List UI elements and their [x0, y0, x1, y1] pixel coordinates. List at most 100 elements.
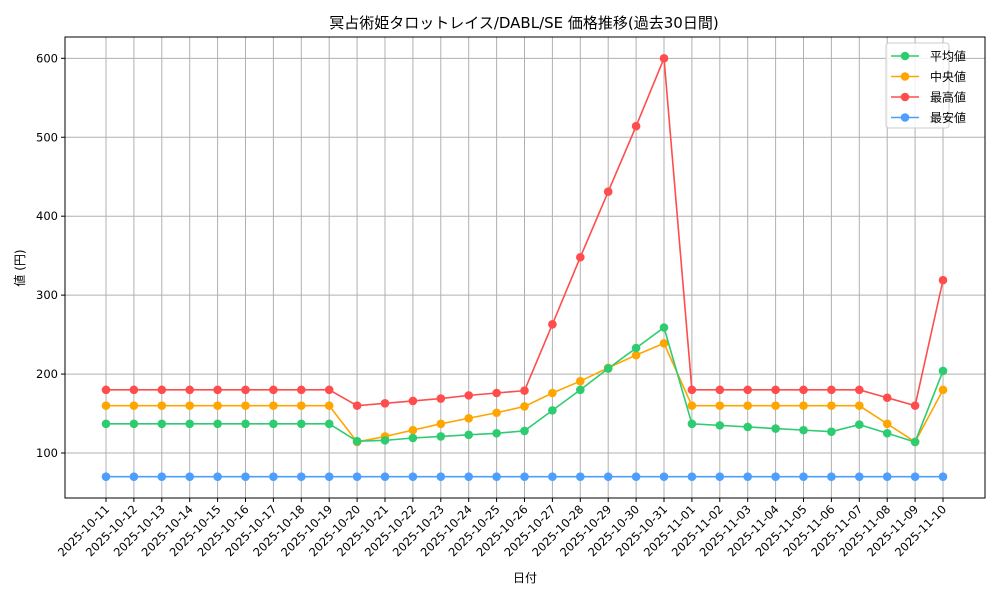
- data-point: [576, 385, 585, 395]
- series-line: [101, 472, 948, 481]
- data-point: [157, 472, 167, 481]
- data-point: [715, 421, 725, 430]
- legend-label: 中央値: [930, 69, 966, 84]
- data-point: [743, 385, 752, 395]
- data-point: [771, 385, 780, 395]
- data-point: [938, 275, 948, 285]
- data-point: [576, 252, 585, 262]
- legend-marker-icon: [900, 72, 910, 81]
- y-axis-label: 値 (円): [12, 249, 27, 286]
- data-point: [408, 433, 418, 443]
- data-point: [687, 385, 697, 395]
- data-point: [241, 472, 250, 481]
- data-point: [492, 388, 501, 398]
- data-point: [715, 472, 725, 481]
- y-tick-label: 600: [36, 51, 58, 65]
- data-point: [324, 419, 334, 429]
- data-point: [659, 323, 669, 332]
- data-point: [882, 393, 892, 403]
- data-point: [352, 472, 362, 481]
- legend-label: 平均値: [930, 49, 966, 64]
- data-point: [297, 401, 306, 410]
- data-point: [882, 472, 892, 481]
- data-point: [464, 430, 474, 440]
- data-point: [743, 401, 752, 410]
- data-point: [492, 428, 501, 438]
- data-point: [548, 388, 557, 398]
- data-point: [548, 472, 557, 481]
- data-point: [213, 385, 222, 395]
- data-point: [576, 376, 585, 386]
- series-line: [101, 323, 948, 447]
- legend-label: 最高値: [930, 90, 966, 105]
- data-point: [855, 472, 864, 481]
- data-point: [855, 401, 864, 410]
- y-tick-label: 300: [36, 288, 58, 302]
- data-point: [129, 419, 139, 429]
- data-point: [492, 472, 501, 481]
- data-point: [269, 472, 278, 481]
- legend-marker-icon: [900, 92, 910, 102]
- data-point: [157, 401, 167, 410]
- data-point: [213, 401, 222, 410]
- data-point: [129, 472, 139, 481]
- data-point: [269, 401, 278, 410]
- data-point: [436, 432, 446, 441]
- data-point: [631, 343, 641, 353]
- data-point: [408, 425, 418, 435]
- data-point: [101, 472, 111, 481]
- data-point: [380, 398, 390, 408]
- data-point: [129, 385, 139, 395]
- legend-item: 最安値: [891, 110, 966, 125]
- data-point: [576, 472, 585, 481]
- data-point: [436, 394, 446, 403]
- data-point: [520, 472, 529, 481]
- data-point: [799, 385, 808, 395]
- data-point: [659, 472, 669, 481]
- data-point: [185, 401, 194, 410]
- legend-item: 中央値: [891, 69, 966, 84]
- data-point: [157, 419, 167, 429]
- data-point: [603, 187, 613, 197]
- data-point: [269, 419, 278, 429]
- data-point: [520, 402, 529, 411]
- data-point: [910, 401, 920, 410]
- data-point: [715, 401, 725, 410]
- data-point: [659, 338, 669, 348]
- data-point: [408, 472, 418, 481]
- data-point: [213, 419, 222, 429]
- data-point: [297, 385, 306, 395]
- data-point: [687, 472, 697, 481]
- data-point: [520, 386, 529, 395]
- y-tick-label: 400: [36, 209, 58, 223]
- data-point: [687, 419, 697, 429]
- data-point: [464, 413, 474, 423]
- data-point: [324, 385, 334, 395]
- data-point: [464, 391, 474, 400]
- data-point: [241, 385, 250, 395]
- data-point: [938, 472, 948, 481]
- data-point: [855, 385, 864, 395]
- data-point: [855, 420, 864, 429]
- data-series: [101, 54, 948, 481]
- data-point: [631, 472, 641, 481]
- data-point: [910, 472, 920, 481]
- data-point: [771, 424, 780, 433]
- legend-item: 平均値: [891, 49, 966, 64]
- chart-title: 冥占術姫タロットレイス/DABL/SE 価格推移(過去30日間): [329, 14, 718, 32]
- data-point: [603, 364, 613, 373]
- data-point: [185, 419, 194, 429]
- y-axis-ticks: 100 200 300 400 500 600: [36, 51, 65, 460]
- data-point: [185, 385, 194, 395]
- legend-item: 最高値: [891, 90, 966, 105]
- data-point: [213, 472, 222, 481]
- data-point: [157, 385, 167, 395]
- data-point: [771, 472, 780, 481]
- data-point: [408, 396, 418, 406]
- data-point: [799, 401, 808, 410]
- data-point: [436, 472, 446, 481]
- data-point: [185, 472, 194, 481]
- data-point: [520, 426, 529, 436]
- legend-frame: [885, 42, 950, 129]
